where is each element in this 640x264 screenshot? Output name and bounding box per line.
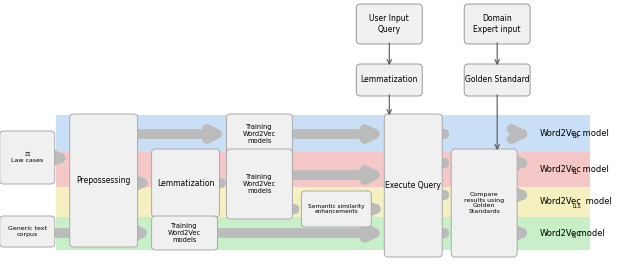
Bar xyxy=(56,115,590,152)
FancyBboxPatch shape xyxy=(0,131,54,184)
Text: model: model xyxy=(576,229,605,238)
FancyBboxPatch shape xyxy=(451,149,517,257)
FancyBboxPatch shape xyxy=(152,216,218,250)
Text: User Input
Query: User Input Query xyxy=(369,14,409,34)
FancyBboxPatch shape xyxy=(301,191,371,227)
Text: Training
Word2Vec
models: Training Word2Vec models xyxy=(168,223,201,243)
Text: LLS: LLS xyxy=(572,204,580,209)
Text: Word2Vec: Word2Vec xyxy=(540,129,582,138)
FancyBboxPatch shape xyxy=(70,114,138,247)
Text: Lemmatization: Lemmatization xyxy=(157,178,214,187)
FancyBboxPatch shape xyxy=(356,64,422,96)
Bar xyxy=(56,187,590,217)
FancyBboxPatch shape xyxy=(464,64,530,96)
Text: Training
Word2Vec
models: Training Word2Vec models xyxy=(243,124,276,144)
FancyBboxPatch shape xyxy=(464,4,530,44)
Text: model: model xyxy=(580,129,609,138)
Text: Training
Word2Vec
models: Training Word2Vec models xyxy=(243,174,276,194)
Text: model: model xyxy=(584,197,612,206)
Text: Execute Query: Execute Query xyxy=(385,181,441,190)
Text: LR: LR xyxy=(572,134,579,139)
Text: Word2Vec: Word2Vec xyxy=(540,197,582,206)
Text: Lemmatization: Lemmatization xyxy=(360,76,418,84)
FancyBboxPatch shape xyxy=(227,114,292,154)
Text: ⚖
Law cases: ⚖ Law cases xyxy=(11,152,44,163)
Text: Golden Standard: Golden Standard xyxy=(465,76,529,84)
FancyBboxPatch shape xyxy=(384,114,442,257)
Text: Word2Vec: Word2Vec xyxy=(540,229,582,238)
FancyBboxPatch shape xyxy=(227,149,292,219)
Text: Compare
results using
Golden
Standards: Compare results using Golden Standards xyxy=(464,192,504,214)
Text: LL: LL xyxy=(572,171,578,176)
Text: model: model xyxy=(580,164,609,173)
FancyBboxPatch shape xyxy=(0,216,54,247)
FancyBboxPatch shape xyxy=(152,149,220,217)
Text: Generic text
corpus: Generic text corpus xyxy=(8,226,47,237)
Bar xyxy=(56,217,590,250)
Text: Semantic similarity
enhancements: Semantic similarity enhancements xyxy=(308,204,365,214)
Text: Domain
Expert input: Domain Expert input xyxy=(474,14,521,34)
Bar xyxy=(56,152,590,187)
Text: G: G xyxy=(572,234,577,239)
FancyBboxPatch shape xyxy=(356,4,422,44)
Text: Prepossessing: Prepossessing xyxy=(76,176,131,185)
Text: Word2Vec: Word2Vec xyxy=(540,164,582,173)
